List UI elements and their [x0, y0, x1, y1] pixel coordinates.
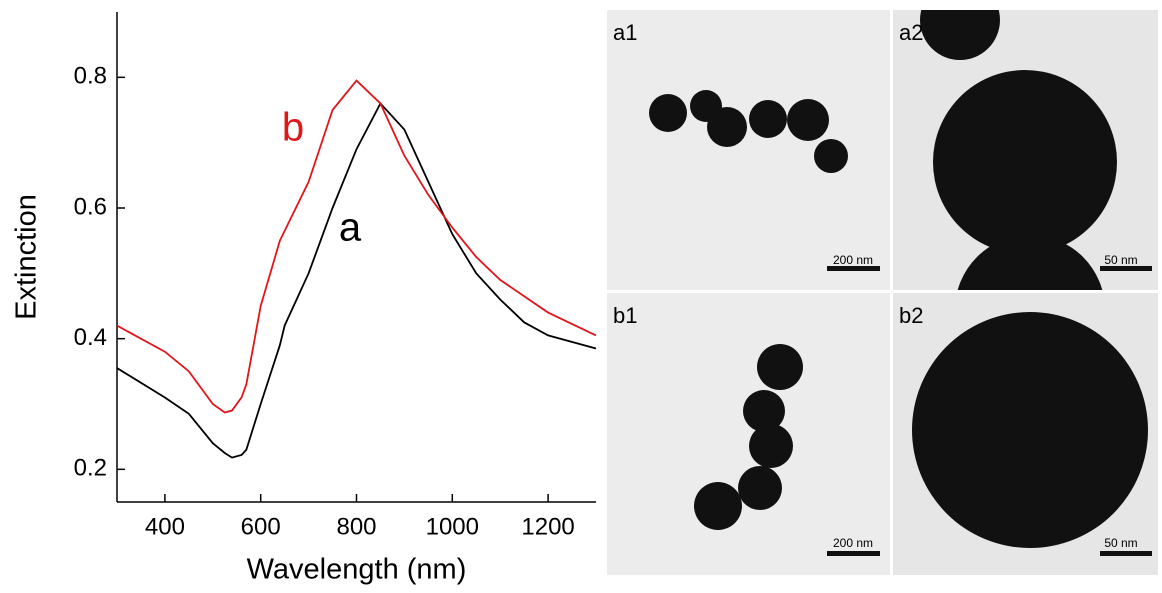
series-label: a — [339, 206, 362, 250]
line — [116, 101, 597, 459]
scale-bar-label: 50 nm — [1104, 253, 1137, 267]
scale-bar-label: 50 nm — [1104, 536, 1137, 550]
y-tick-label: 0.8 — [74, 63, 107, 90]
scale-bar-label: 200 nm — [833, 536, 873, 550]
image-panel — [607, 293, 890, 575]
x-tick-label: 1000 — [426, 513, 479, 540]
scale-bar-label: 200 nm — [833, 253, 873, 267]
panel-label: a1 — [613, 20, 637, 45]
x-tick-label: 800 — [336, 513, 376, 540]
x-tick-label: 1200 — [521, 513, 574, 540]
x-axis-label: Wavelength (nm) — [247, 554, 467, 586]
x-tick-label: 400 — [145, 513, 185, 540]
panel-label: b1 — [613, 303, 637, 328]
x-tick-label: 600 — [241, 513, 281, 540]
particles — [649, 10, 1148, 548]
image-panel — [607, 10, 890, 290]
y-tick-label: 0.6 — [74, 193, 107, 220]
line — [116, 79, 597, 414]
y-axis-label: Extinction — [11, 194, 43, 320]
series-label: b — [282, 106, 304, 150]
y-tick-label: 0.2 — [74, 455, 107, 482]
y-tick-label: 0.4 — [74, 324, 107, 351]
panel-label: b2 — [899, 303, 923, 328]
panel-label: a2 — [899, 20, 923, 45]
